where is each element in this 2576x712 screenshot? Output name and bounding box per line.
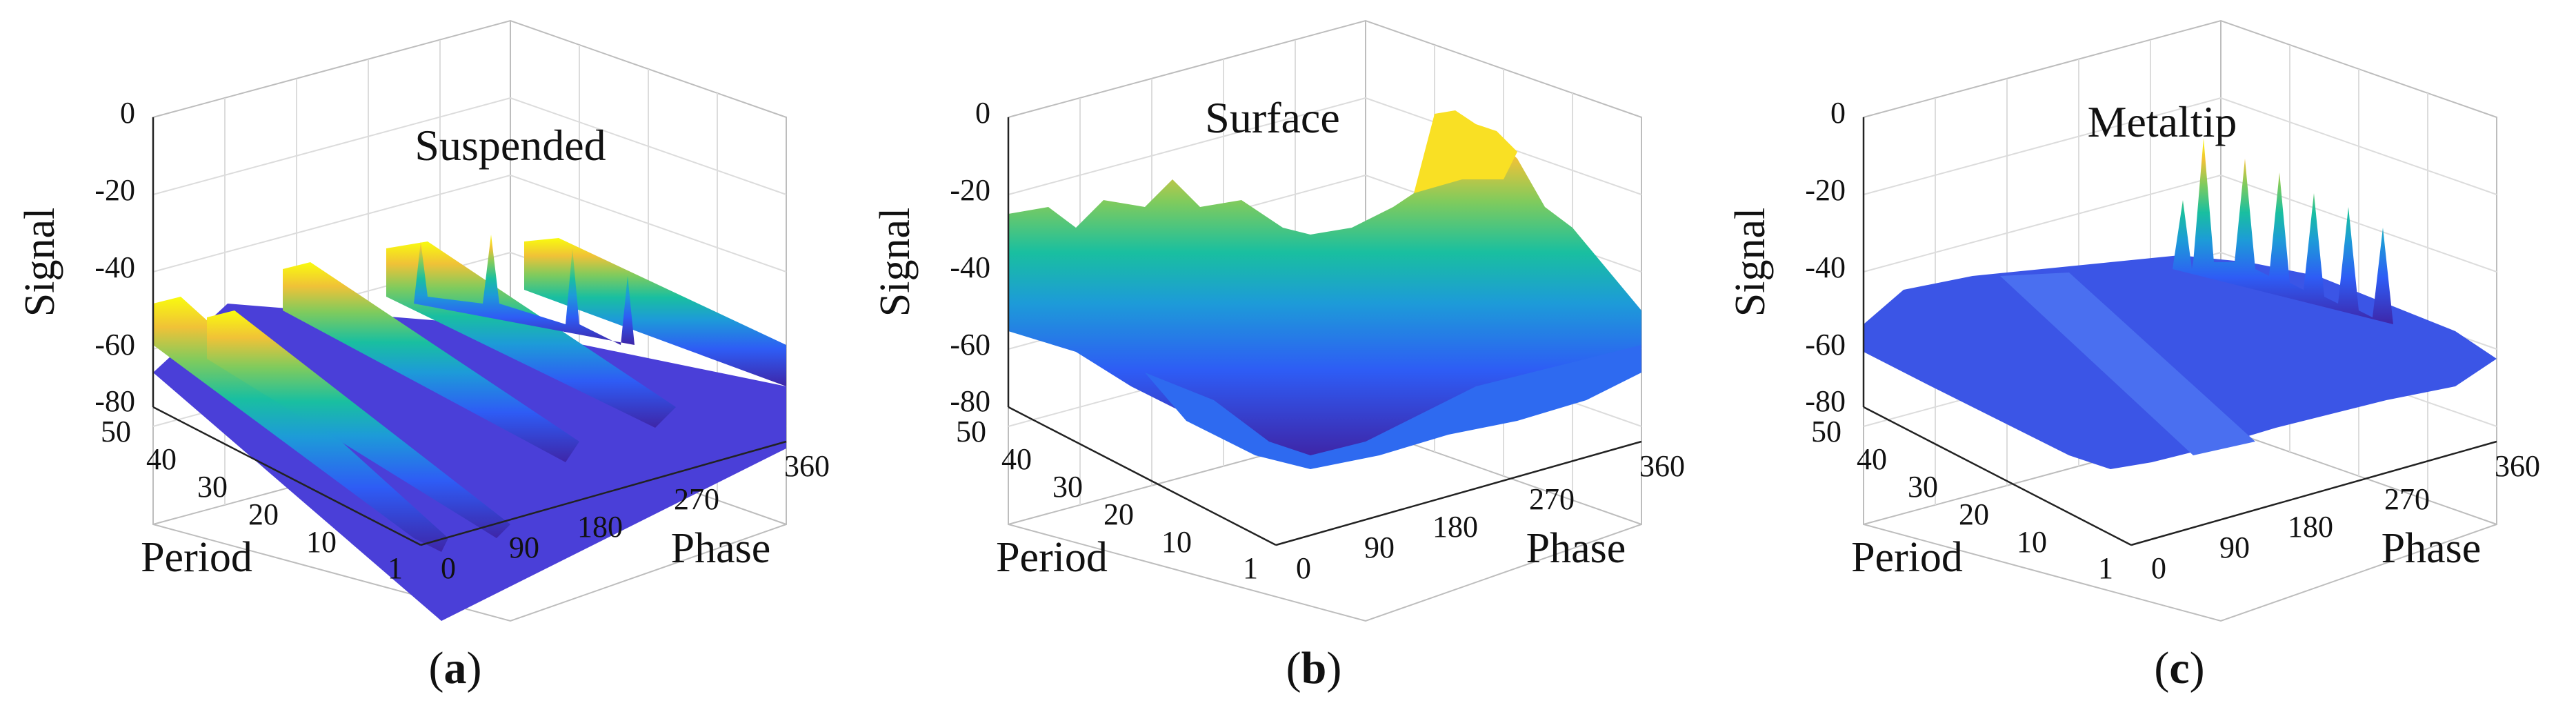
surface-a-ridge-5 <box>524 238 786 386</box>
a-ytick-50: 50 <box>101 415 131 448</box>
c-ztick-0: 0 <box>1830 96 1846 130</box>
c-ztick-2: -40 <box>1805 250 1846 284</box>
a-ytick-20: 20 <box>248 497 279 531</box>
b-ztick-2: -40 <box>950 250 990 284</box>
c-xtick-270: 270 <box>2384 482 2430 516</box>
surface-a-ridge-2 <box>207 310 510 538</box>
c-zlabel: Signal <box>1727 208 1774 317</box>
c-xtick-360: 360 <box>2495 449 2540 483</box>
panel-a-caption: (a) <box>429 643 482 693</box>
a-title: Suspended <box>415 121 606 170</box>
b-title: Surface <box>1205 93 1339 142</box>
a-ztick-4: -80 <box>94 384 135 418</box>
panel-c-caption: (c) <box>2154 643 2204 693</box>
surface-b-base <box>1008 117 1641 455</box>
panel-b-surface <box>1008 110 1641 469</box>
b-ytick-1: 1 <box>1243 551 1258 585</box>
a-ztick-3: -60 <box>94 328 135 362</box>
a-ytick-10: 10 <box>306 525 337 559</box>
surface-a-ridge-4 <box>386 241 676 428</box>
surface-b-lower <box>1145 345 1641 469</box>
a-xtick-180: 180 <box>577 510 623 544</box>
a-xtick-270: 270 <box>674 482 719 516</box>
a-ztick-1: -20 <box>94 173 135 207</box>
a-ytick-30: 30 <box>197 470 228 504</box>
surface-a-spikes <box>414 235 635 345</box>
c-ytick-1: 1 <box>2098 551 2113 585</box>
surface-c-band <box>2000 273 2255 455</box>
b-xtick-0: 0 <box>1296 551 1311 585</box>
b-ytick-50: 50 <box>956 415 986 448</box>
a-xtick-360: 360 <box>784 449 830 483</box>
panel-a-axes: 0 -20 -40 -60 -80 50 40 30 20 10 1 0 90 … <box>17 96 830 585</box>
c-ztick-3: -60 <box>1805 328 1846 362</box>
b-ztick-0: 0 <box>975 96 990 130</box>
c-ytick-30: 30 <box>1908 470 1938 504</box>
b-ytick-20: 20 <box>1104 497 1134 531</box>
surface-a-ridge-3 <box>283 262 579 462</box>
panel-b-axes: 0 -20 -40 -60 -80 50 40 30 20 10 1 0 90 … <box>872 93 1685 585</box>
c-xtick-0: 0 <box>2151 551 2166 585</box>
a-ylabel: Period <box>141 534 252 581</box>
a-ztick-0: 0 <box>120 96 135 130</box>
c-ytick-50: 50 <box>1811 415 1841 448</box>
panel-a-surface <box>153 235 786 621</box>
b-xtick-90: 90 <box>1364 531 1395 564</box>
b-ztick-4: -80 <box>950 384 990 418</box>
c-ztick-4: -80 <box>1805 384 1846 418</box>
b-ylabel: Period <box>996 534 1108 581</box>
b-xlabel: Phase <box>1526 525 1626 572</box>
c-xlabel: Phase <box>2382 525 2482 572</box>
c-ytick-40: 40 <box>1857 442 1887 476</box>
c-title: Metaltip <box>2088 97 2237 146</box>
panel-c: 0 -20 -40 -60 -80 50 40 30 20 10 1 0 90 … <box>1727 19 2540 693</box>
a-ytick-40: 40 <box>146 442 177 476</box>
b-xtick-180: 180 <box>1432 510 1478 544</box>
a-xtick-90: 90 <box>509 531 539 564</box>
panel-c-axes: 0 -20 -40 -60 -80 50 40 30 20 10 1 0 90 … <box>1727 96 2540 585</box>
c-ztick-1: -20 <box>1805 173 1846 207</box>
a-xlabel: Phase <box>671 525 771 572</box>
panel-b-caption: (b) <box>1286 643 1342 693</box>
b-ytick-10: 10 <box>1161 525 1192 559</box>
panel-c-surface <box>1864 138 2497 469</box>
b-ztick-1: -20 <box>950 173 990 207</box>
surface-c-spikes <box>2173 138 2393 324</box>
b-ytick-40: 40 <box>1001 442 1032 476</box>
a-zlabel: Signal <box>17 208 63 317</box>
surface-b-peak <box>1414 110 1517 193</box>
c-ytick-10: 10 <box>2017 525 2047 559</box>
b-ytick-30: 30 <box>1052 470 1083 504</box>
a-xtick-0: 0 <box>441 551 456 585</box>
b-xtick-270: 270 <box>1529 482 1575 516</box>
c-ytick-20: 20 <box>1959 497 1989 531</box>
panel-b: 0 -20 -40 -60 -80 50 40 30 20 10 1 0 90 … <box>872 19 1685 693</box>
a-ztick-2: -40 <box>94 250 135 284</box>
c-ylabel: Period <box>1851 534 1963 581</box>
b-ztick-3: -60 <box>950 328 990 362</box>
panel-a: 0 -20 -40 -60 -80 50 40 30 20 10 1 0 90 … <box>17 19 830 693</box>
b-xtick-360: 360 <box>1639 449 1685 483</box>
c-xtick-180: 180 <box>2288 510 2333 544</box>
b-zlabel: Signal <box>872 208 919 317</box>
c-xtick-90: 90 <box>2219 531 2250 564</box>
a-ytick-1: 1 <box>388 551 403 585</box>
